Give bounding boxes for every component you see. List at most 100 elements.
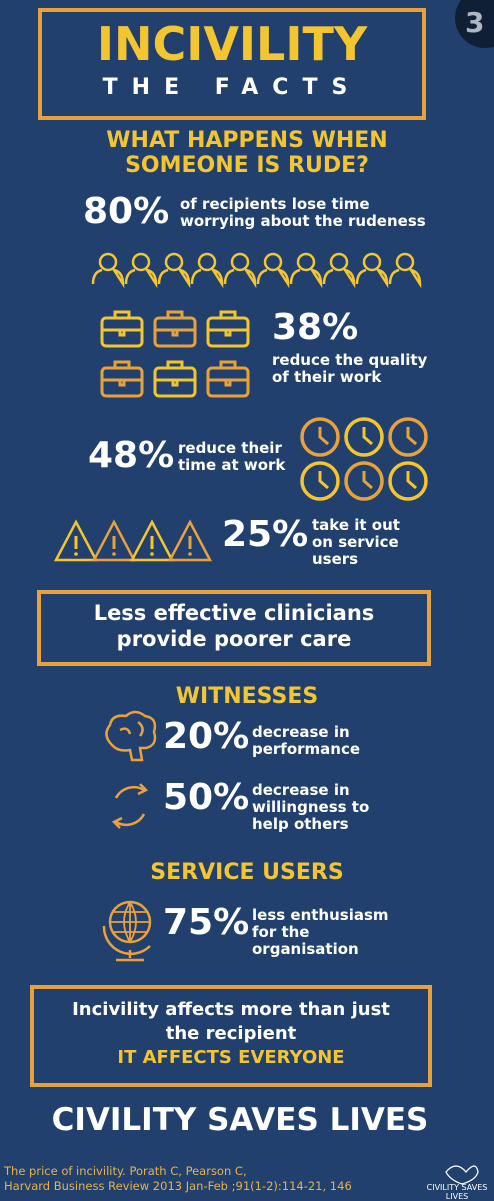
section-heading: SOMEONE IS RUDE?: [125, 153, 369, 178]
stat-text: decrease in: [252, 723, 350, 741]
stat-percent: 25%: [222, 514, 309, 555]
warning-icon: [129, 519, 175, 562]
tab-number: 3: [465, 6, 485, 39]
citation: Harvard Business Review 2013 Jan-Feb ;91…: [4, 1179, 352, 1193]
cycle-icon: [114, 785, 145, 799]
stat-text: users: [312, 550, 359, 568]
brain-icon: [105, 710, 157, 762]
section-heading: SERVICE USERS: [150, 860, 344, 885]
stat-text: of their work: [272, 368, 382, 386]
stat-text: organisation: [252, 940, 359, 958]
stat-text: take it out: [312, 516, 400, 534]
stat-text: for the: [252, 923, 310, 941]
clock-icon: [300, 461, 340, 501]
clock-icon: [362, 471, 373, 490]
stat-text: less enthusiasm: [252, 906, 389, 924]
person-icon: [91, 268, 125, 289]
section-heading: WHAT HAPPENS WHEN: [106, 128, 388, 153]
conclusion-emphasis: IT AFFECTS EVERYONE: [117, 1047, 345, 1068]
clock-icon: [300, 417, 340, 457]
stat-text: of recipients lose time: [180, 195, 370, 213]
person-icon: [256, 268, 290, 289]
clock-icon: [362, 427, 373, 446]
callout-text: Less effective clinicians: [93, 601, 375, 625]
briefcase-icon: [153, 316, 197, 348]
clock-icon: [318, 427, 329, 446]
section-heading: WITNESSES: [175, 684, 319, 709]
person-icon: [322, 268, 356, 289]
stat-percent: 38%: [272, 307, 359, 348]
globe-icon: [102, 925, 151, 962]
clock-icon: [388, 461, 428, 501]
person-icon: [131, 252, 151, 272]
clock-icon: [344, 461, 384, 501]
clock-icon: [344, 417, 384, 457]
briefcase-icon: [153, 366, 197, 398]
stat-percent: 50%: [163, 777, 250, 818]
person-icon: [230, 252, 250, 272]
person-icon: [355, 268, 389, 289]
stat-text: help others: [252, 815, 349, 833]
logo-icon: [445, 1165, 479, 1185]
briefcase-icon: [208, 310, 248, 337]
subtitle: THE FACTS: [102, 75, 362, 100]
warning-icon: [188, 552, 192, 556]
person-icon: [395, 252, 415, 272]
warning-icon: [112, 552, 116, 556]
title-box: [38, 8, 426, 120]
cycle-icon: [115, 813, 146, 827]
stat-text: on service: [312, 533, 399, 551]
slogan: CIVILITY SAVES LIVES: [51, 1102, 429, 1138]
briefcase-icon: [206, 366, 250, 398]
person-icon: [388, 268, 422, 289]
warning-icon: [91, 519, 137, 562]
conclusion-text: the recipient: [165, 1023, 297, 1044]
stat-text: decrease in: [252, 781, 350, 799]
person-icon: [190, 268, 224, 289]
stat-percent: 80%: [83, 191, 170, 232]
stat-text: time at work: [178, 456, 286, 474]
conclusion-text: Incivility affects more than just: [72, 999, 390, 1020]
person-icon: [98, 252, 118, 272]
warning-icon: [74, 552, 78, 556]
callout-text: provide poorer care: [116, 627, 352, 651]
stat-text: reduce their: [178, 439, 282, 457]
stat-percent: 48%: [88, 435, 175, 476]
briefcase-icon: [206, 316, 250, 348]
person-icon: [329, 252, 349, 272]
person-icon: [223, 268, 257, 289]
person-icon: [296, 252, 316, 272]
clock-icon: [406, 471, 417, 490]
briefcase-icon: [155, 360, 195, 387]
warning-icon: [150, 552, 154, 556]
logo-text: LIVES: [445, 1192, 469, 1201]
person-icon: [362, 252, 382, 272]
person-icon: [157, 268, 191, 289]
conclusion-box: [30, 985, 432, 1087]
briefcase-icon: [155, 310, 195, 337]
briefcase-icon: [208, 360, 248, 387]
stat-text: performance: [252, 740, 361, 758]
stat-text: reduce the quality: [272, 351, 428, 369]
citation: The price of incivility. Porath C, Pears…: [4, 1164, 247, 1178]
person-icon: [124, 268, 158, 289]
warning-icon: [167, 519, 213, 562]
cycle-icon: [111, 816, 123, 829]
stat-text: worrying about the rudeness: [180, 212, 426, 230]
logo-text: CIVILITY SAVES: [426, 1183, 488, 1192]
briefcase-icon: [102, 360, 142, 387]
warning-icon: [53, 519, 99, 562]
callout-box: [37, 590, 431, 666]
person-icon: [263, 252, 283, 272]
person-icon: [289, 268, 323, 289]
stat-percent: 20%: [163, 716, 250, 757]
briefcase-icon: [102, 310, 142, 337]
person-icon: [164, 252, 184, 272]
stat-text: willingness to: [252, 798, 370, 816]
briefcase-icon: [100, 366, 144, 398]
clock-icon: [388, 417, 428, 457]
stat-percent: 75%: [163, 902, 250, 943]
